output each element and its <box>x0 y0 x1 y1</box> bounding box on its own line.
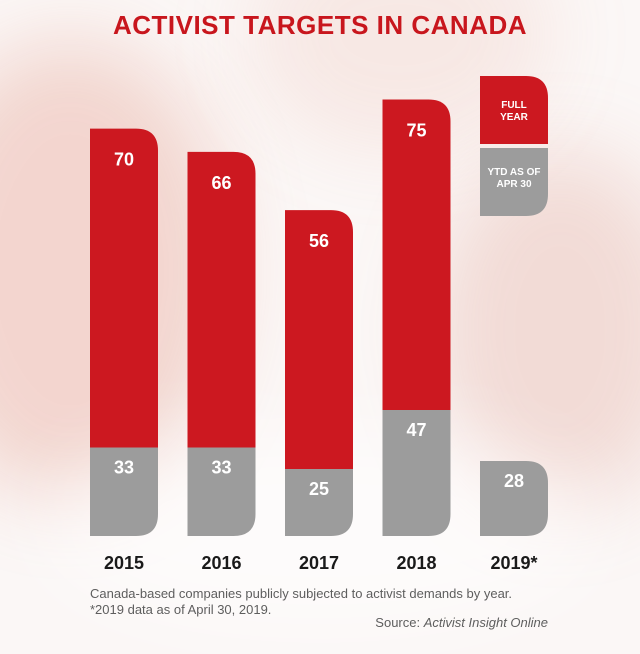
bar-ytd <box>187 447 256 536</box>
source-name: Activist Insight Online <box>423 615 548 630</box>
data-label-ytd: 33 <box>114 458 134 478</box>
source-prefix: Source: <box>375 615 424 630</box>
chart-footnote: Canada-based companies publicly subjecte… <box>90 586 570 618</box>
data-label-full-year: 75 <box>406 121 426 141</box>
data-label-full-year: 66 <box>211 173 231 193</box>
x-tick-label: 2018 <box>396 553 436 573</box>
bar-ytd <box>90 447 158 536</box>
bar-full-year <box>382 99 451 411</box>
data-label-full-year: 70 <box>114 150 134 170</box>
bar-ytd <box>382 410 451 536</box>
data-label-full-year: 56 <box>309 231 329 251</box>
x-tick-label: 2017 <box>299 553 339 573</box>
legend-ytd-label: YTD AS OF <box>488 167 541 178</box>
footnote-description: Canada-based companies publicly subjecte… <box>90 586 513 601</box>
data-label-ytd: 33 <box>211 458 231 478</box>
legend-ytd-swatch <box>480 148 548 216</box>
x-tick-label: 2016 <box>201 553 241 573</box>
bar-ytd <box>285 469 353 536</box>
legend-ytd-label: APR 30 <box>496 179 531 190</box>
bar-ytd <box>480 460 548 536</box>
x-tick-label: 2019* <box>490 553 537 573</box>
data-label-ytd: 25 <box>309 479 329 499</box>
legend-full-year-label: FULL <box>501 100 527 111</box>
bar-full-year <box>285 210 353 469</box>
bar-full-year <box>90 128 158 448</box>
legend-full-year-swatch <box>480 76 548 144</box>
footnote-2019-note: *2019 data as of April 30, 2019. <box>90 602 272 617</box>
chart-title: ACTIVIST TARGETS IN CANADA <box>112 10 528 40</box>
source-credit: Source: Activist Insight Online <box>0 615 548 630</box>
data-label-ytd: 47 <box>406 420 426 440</box>
legend-full-year-label: YEAR <box>500 112 529 123</box>
x-tick-label: 2015 <box>104 553 144 573</box>
bar-full-year <box>187 151 256 448</box>
data-label-ytd: 28 <box>504 471 524 491</box>
